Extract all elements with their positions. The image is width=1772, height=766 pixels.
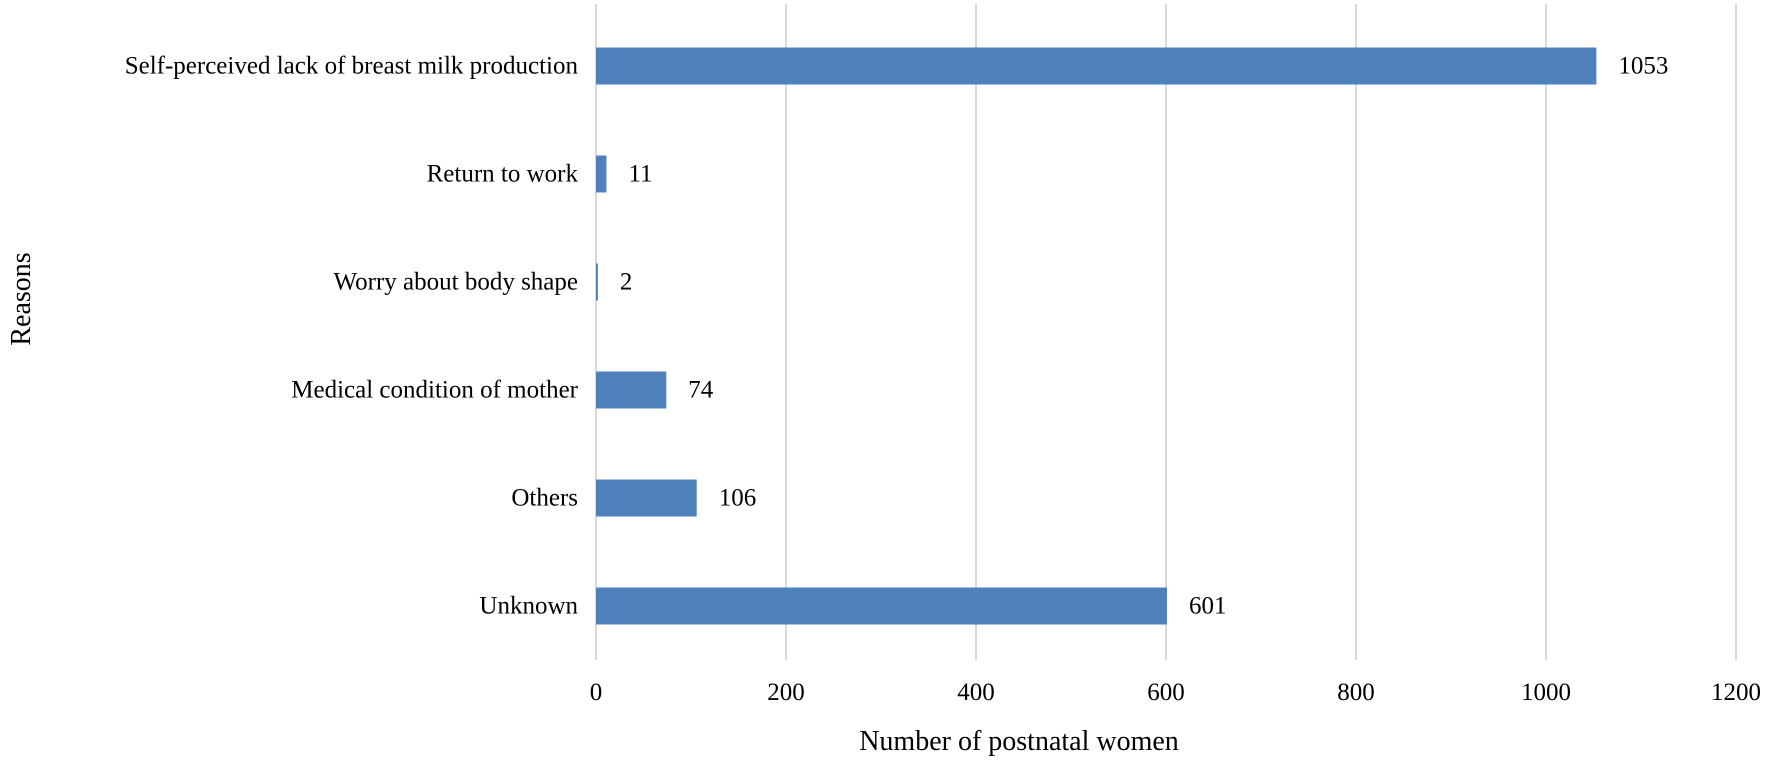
bar [596, 587, 1167, 625]
x-tick-label: 800 [1337, 679, 1375, 706]
bar [596, 155, 607, 193]
x-tick-label: 600 [1147, 679, 1185, 706]
data-label: 2 [620, 269, 633, 296]
category-label: Worry about body shape [334, 269, 578, 296]
category-label: Unknown [479, 593, 578, 620]
bar [596, 263, 598, 301]
category-label: Return to work [427, 161, 579, 188]
data-label: 601 [1189, 593, 1227, 620]
bar [596, 479, 697, 517]
x-tick-labels: 0 200 400 600 800 1000 1200 [590, 679, 1761, 706]
data-label: 74 [688, 377, 714, 404]
x-tick-label: 400 [957, 679, 995, 706]
bar [596, 47, 1597, 85]
x-tick-label: 1200 [1711, 679, 1761, 706]
x-tick-label: 1000 [1521, 679, 1571, 706]
category-label: Self-perceived lack of breast milk produ… [125, 53, 579, 80]
x-tick-label: 0 [590, 679, 603, 706]
category-label: Others [511, 485, 578, 512]
bars [596, 47, 1597, 625]
data-label: 106 [719, 485, 757, 512]
category-labels: Self-perceived lack of breast milk produ… [125, 53, 579, 620]
y-axis-title: Reasons [6, 252, 37, 345]
x-axis-title: Number of postnatal women [859, 726, 1179, 757]
data-label: 11 [628, 161, 652, 188]
bar [596, 371, 667, 409]
data-labels: 1053 11 2 74 106 601 [620, 53, 1668, 620]
data-label: 1053 [1618, 53, 1668, 80]
x-tick-label: 200 [767, 679, 805, 706]
gridlines [595, 4, 1737, 660]
category-label: Medical condition of mother [291, 377, 578, 404]
